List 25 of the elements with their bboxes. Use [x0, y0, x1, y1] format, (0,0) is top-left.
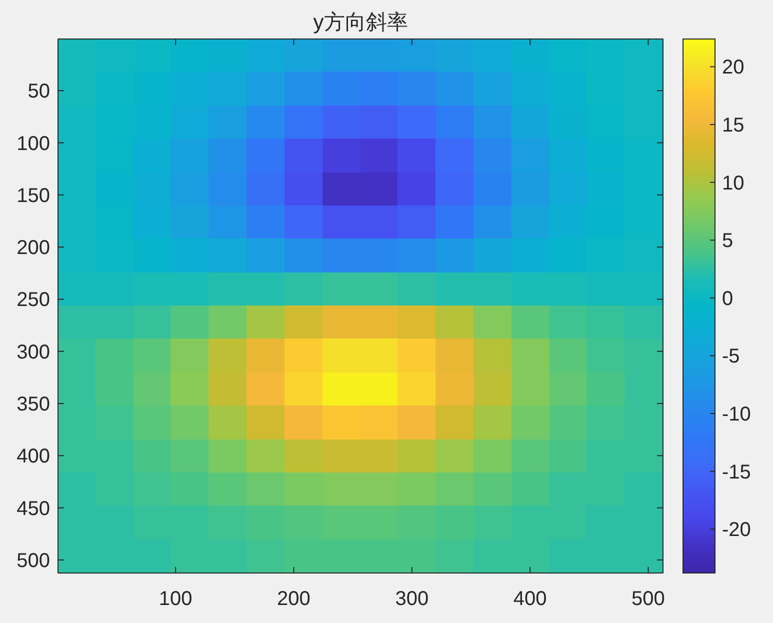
colorbar-tick-label: 0 — [722, 288, 734, 310]
y-tick-label: 200 — [16, 237, 50, 260]
colorbar-tick-label: 15 — [722, 114, 744, 137]
colorbar-tick-label: -15 — [722, 461, 751, 484]
y-tick-label: 250 — [16, 289, 50, 312]
y-tick-label: 50 — [28, 80, 50, 103]
y-tick-label: 400 — [16, 446, 50, 468]
x-tick-label: 400 — [513, 588, 547, 610]
colorbar-tick-label: -20 — [722, 519, 751, 542]
colorbar-tick-label: -10 — [722, 404, 751, 426]
x-tick-label: 500 — [632, 588, 665, 610]
colorbar-tick-label: -5 — [722, 346, 740, 368]
y-tick-label: 500 — [16, 550, 50, 572]
y-tick-label: 150 — [16, 184, 50, 207]
x-tick-label: 200 — [277, 588, 310, 610]
x-tick-label: 300 — [395, 588, 429, 610]
y-tick-label: 300 — [16, 341, 50, 364]
y-tick-label: 450 — [16, 498, 50, 520]
colorbar-tick-label: 20 — [722, 56, 744, 79]
colorbar-tick-label: 10 — [722, 172, 744, 194]
title: y方向斜率 — [313, 11, 408, 34]
x-tick-label: 100 — [158, 588, 192, 610]
y-tick-label: 350 — [16, 394, 50, 416]
y-tick-label: 100 — [16, 132, 50, 155]
colorbar-tick-label: 5 — [722, 230, 734, 252]
